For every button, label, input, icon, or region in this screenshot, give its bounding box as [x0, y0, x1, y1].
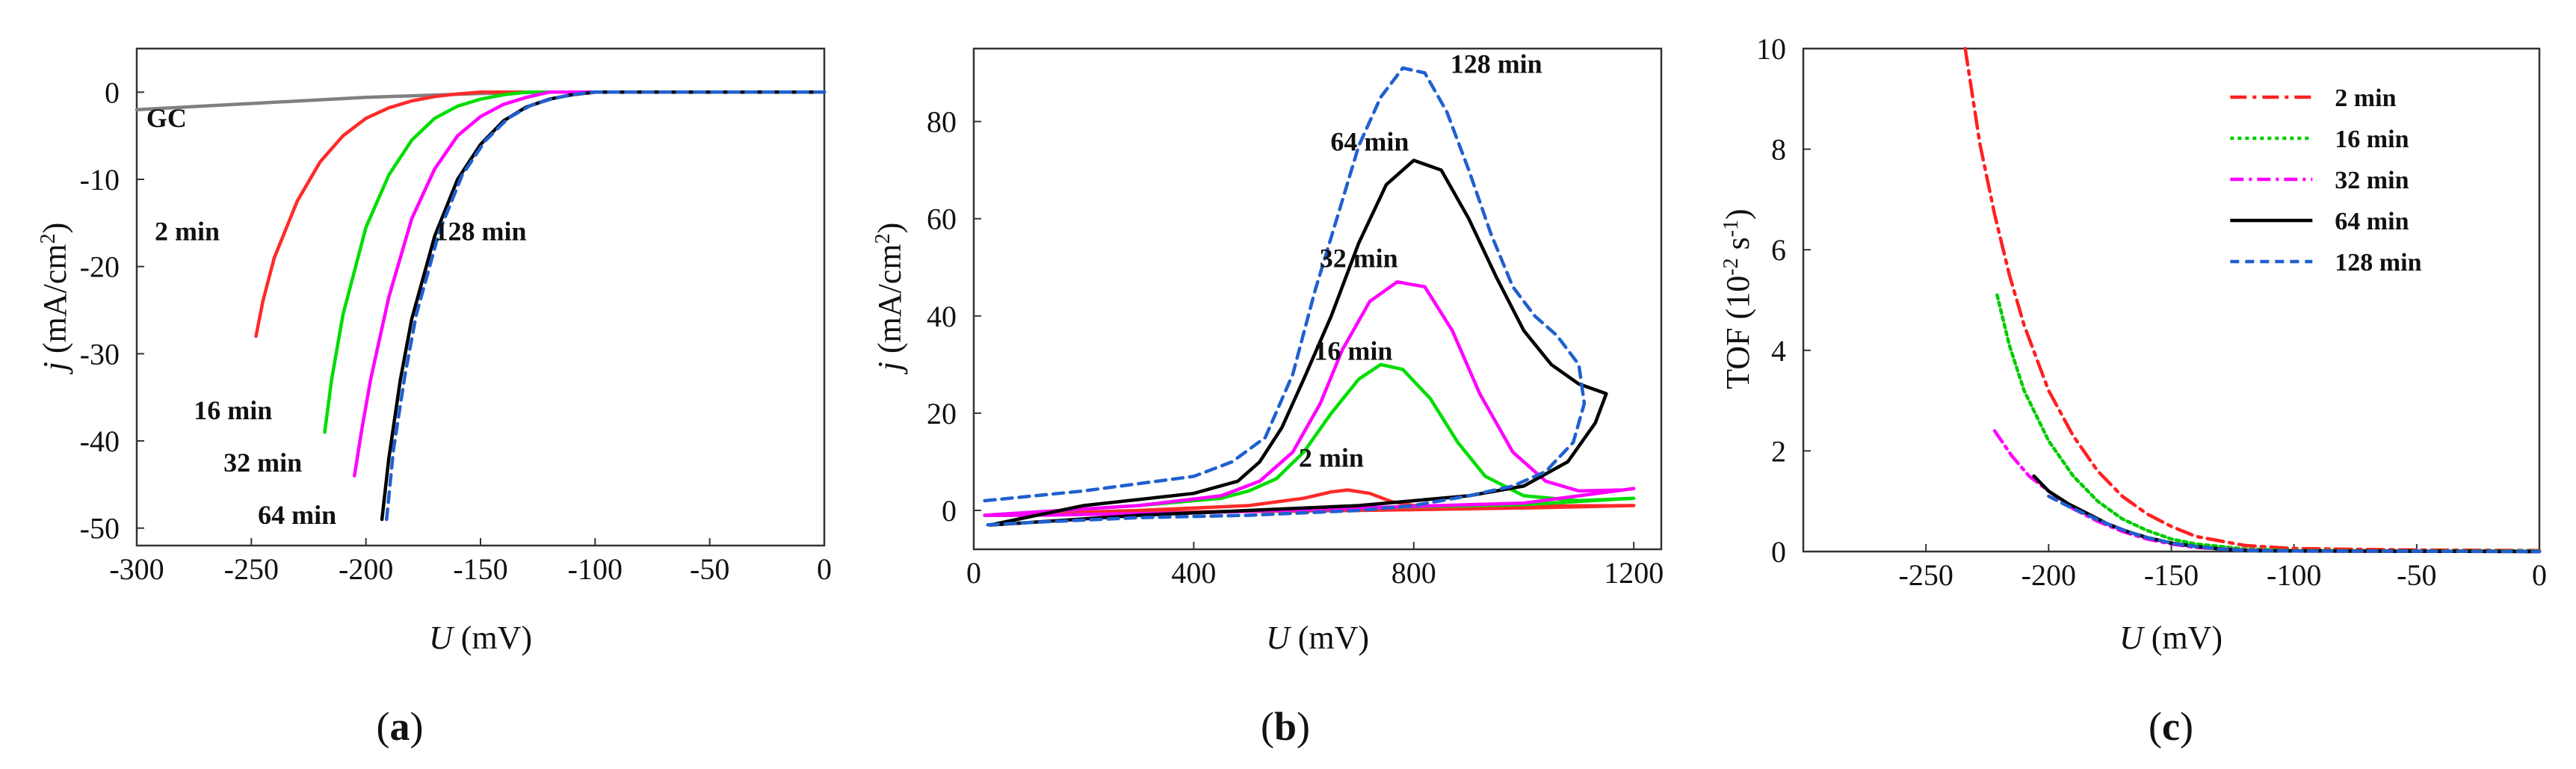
series-line-2-min	[1963, 46, 2542, 552]
panel-c: -250 -200 -150 -100 -50 0 0 2 4 6 8 10 2 min 16 min 3…	[1720, 32, 2548, 749]
panel-b-ylabel: j (mA/cm2)	[871, 223, 909, 375]
x-tick-label: 400	[1171, 556, 1216, 590]
series-line-16-min	[323, 90, 827, 434]
curve-label: 128 min	[1451, 49, 1542, 79]
curve-label: 128 min	[434, 217, 526, 247]
curve-label: 64 min	[1330, 127, 1409, 157]
y-tick-label: 60	[927, 203, 957, 236]
curve-label: 16 min	[194, 395, 272, 425]
y-tick-label: 0	[1771, 535, 1786, 569]
series-line-2-min	[254, 90, 827, 339]
curve-label: 32 min	[1320, 244, 1398, 274]
x-tick-label: -100	[2267, 558, 2321, 592]
series-line-128-min	[2047, 494, 2542, 554]
panel-a-series	[135, 90, 827, 522]
panel-c-legend: 2 min 16 min 32 min 64 min 128 min	[2230, 84, 2422, 277]
panel-b-xlabel: U (mV)	[1266, 620, 1369, 656]
series-line-16-min	[983, 362, 1636, 517]
x-tick-label: 0	[966, 556, 981, 590]
panel-b-ticks: 0 400 800 1200 0 20 40 60 80	[927, 105, 1664, 590]
x-tick-label: -50	[690, 552, 729, 586]
y-tick-label: 80	[927, 105, 957, 139]
x-tick-label: -50	[2397, 558, 2436, 592]
curve-label: GC	[146, 103, 187, 133]
curve-label: 64 min	[258, 500, 336, 530]
curve-label: 32 min	[223, 448, 302, 478]
x-tick-label: -200	[2021, 558, 2076, 592]
y-tick-label: -40	[80, 424, 120, 458]
y-tick-label: -50	[80, 512, 120, 546]
curve-label: 2 min	[155, 217, 220, 247]
panel-b-series	[983, 66, 1636, 527]
legend-label: 32 min	[2335, 167, 2409, 194]
x-tick-label: -250	[1899, 558, 1953, 592]
panel-a-labels: GC 2 min 16 min 32 min 64 min 128 min	[146, 103, 527, 530]
y-tick-label: 4	[1771, 334, 1786, 368]
panel-c-series	[1963, 46, 2542, 554]
legend-label: 64 min	[2335, 208, 2409, 235]
y-tick-label: 6	[1771, 233, 1786, 267]
y-tick-label: 2	[1771, 434, 1786, 468]
panel-c-plot-frame	[1802, 47, 2541, 553]
y-tick-label: 40	[927, 300, 957, 333]
y-tick-label: -30	[80, 337, 120, 371]
panel-b-labels: 2 min 16 min 32 min 64 min 128 min	[1299, 49, 1542, 473]
y-tick-label: -10	[80, 163, 120, 197]
series-line-64-min	[988, 158, 1608, 527]
x-tick-label: -150	[2144, 558, 2199, 592]
y-tick-label: 0	[105, 75, 120, 109]
y-tick-label: 10	[1756, 32, 1786, 66]
panel-c-xlabel: U (mV)	[2119, 620, 2223, 656]
panel-c-ylabel: TOF (10-2 s-1)	[1720, 209, 1757, 389]
panel-a-ylabel: j (mA/cm2)	[37, 223, 74, 375]
x-tick-label: -250	[224, 552, 279, 586]
series-line-128-min	[385, 90, 827, 522]
series-line-32-min	[353, 90, 827, 478]
x-tick-label: 1200	[1604, 556, 1664, 590]
series-line-32-min	[1992, 429, 2542, 554]
y-tick-label: 20	[927, 397, 957, 430]
panel-b-label: (b)	[1261, 704, 1310, 749]
y-tick-label: 0	[942, 494, 957, 528]
series-line-64-min	[2032, 474, 2542, 554]
legend-label: 128 min	[2335, 249, 2421, 277]
series-line-64-min	[380, 90, 827, 522]
panel-c-ticks: -250 -200 -150 -100 -50 0 0 2 4 6 8 10	[1756, 32, 2547, 592]
y-tick-label: -20	[80, 250, 120, 284]
panel-a: -300 -250 -200 -150 -100 -50 0 0 -10 -20 -30 -40 -50…	[37, 47, 832, 749]
series-line-128-min	[983, 66, 1587, 527]
curve-label: 16 min	[1314, 336, 1392, 365]
x-tick-label: -150	[453, 552, 507, 586]
y-tick-label: 8	[1771, 133, 1786, 167]
x-tick-label: 0	[2532, 558, 2547, 592]
panel-b: 0 400 800 1200 0 20 40 60 80 2 min 16 min 32 min 64…	[871, 47, 1664, 749]
panel-a-label: (a)	[377, 704, 424, 749]
panel-a-ticks: -300 -250 -200 -150 -100 -50 0 0 -10 -20 -30 -40 -50	[80, 75, 832, 586]
legend-label: 16 min	[2335, 126, 2409, 153]
legend-label: 2 min	[2335, 84, 2396, 112]
panel-b-plot-frame	[972, 47, 1663, 551]
panel-c-label: (c)	[2149, 704, 2193, 749]
x-tick-label: 800	[1392, 556, 1436, 590]
series-line-32-min	[983, 280, 1636, 517]
panel-a-xlabel: U (mV)	[429, 620, 532, 656]
x-tick-label: -300	[109, 552, 164, 586]
x-tick-label: 0	[817, 552, 832, 586]
curve-label: 2 min	[1299, 442, 1364, 472]
x-tick-label: -200	[339, 552, 393, 586]
x-tick-label: -100	[568, 552, 623, 586]
